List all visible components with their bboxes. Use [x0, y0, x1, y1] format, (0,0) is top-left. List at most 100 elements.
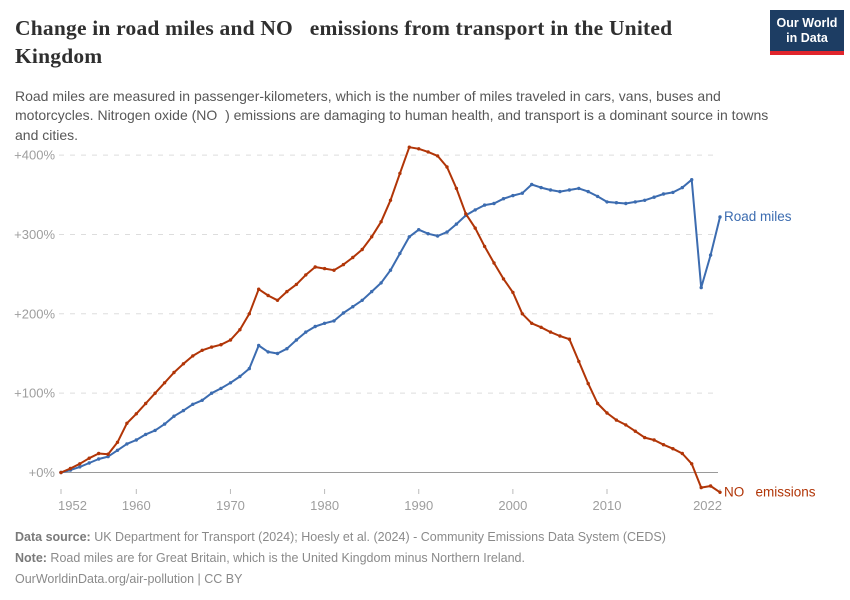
data-point-road-miles[interactable]	[548, 188, 553, 192]
data-point-nox-emissions[interactable]	[652, 438, 656, 442]
data-point-nox-emissions[interactable]	[247, 312, 251, 316]
data-point-nox-emissions[interactable]	[586, 381, 590, 386]
data-point-nox-emissions[interactable]	[313, 265, 317, 269]
data-point-nox-emissions[interactable]	[97, 451, 101, 456]
data-point-road-miles[interactable]	[558, 189, 562, 194]
data-point-nox-emissions[interactable]	[106, 452, 110, 456]
data-point-road-miles[interactable]	[200, 398, 204, 402]
data-point-road-miles[interactable]	[473, 208, 477, 212]
data-point-road-miles[interactable]	[605, 200, 609, 204]
data-point-nox-emissions[interactable]	[671, 447, 675, 451]
series-line-road-miles[interactable]	[60, 178, 721, 474]
data-point-nox-emissions[interactable]	[332, 268, 336, 272]
data-point-nox-emissions[interactable]	[708, 484, 713, 488]
data-point-road-miles[interactable]	[247, 366, 251, 371]
owid-logo[interactable]: Our World in Data	[770, 10, 844, 55]
data-point-nox-emissions[interactable]	[473, 226, 477, 230]
data-point-nox-emissions[interactable]	[398, 171, 402, 176]
data-point-nox-emissions[interactable]	[125, 421, 129, 425]
data-point-road-miles[interactable]	[341, 311, 346, 315]
data-point-road-miles[interactable]	[351, 305, 355, 309]
data-point-nox-emissions[interactable]	[115, 440, 120, 444]
data-point-road-miles[interactable]	[520, 191, 524, 195]
data-point-road-miles[interactable]	[78, 465, 82, 469]
data-point-nox-emissions[interactable]	[558, 334, 562, 338]
data-point-road-miles[interactable]	[97, 457, 101, 461]
data-point-road-miles[interactable]	[454, 222, 459, 226]
data-point-nox-emissions[interactable]	[690, 462, 694, 466]
data-point-nox-emissions[interactable]	[341, 262, 346, 267]
data-point-road-miles[interactable]	[172, 414, 176, 418]
data-point-nox-emissions[interactable]	[360, 247, 364, 252]
data-point-road-miles[interactable]	[228, 381, 233, 385]
data-point-nox-emissions[interactable]	[162, 381, 167, 385]
data-point-nox-emissions[interactable]	[87, 456, 91, 460]
data-point-road-miles[interactable]	[567, 188, 572, 192]
data-point-nox-emissions[interactable]	[68, 466, 73, 471]
data-point-nox-emissions[interactable]	[718, 490, 722, 494]
data-point-nox-emissions[interactable]	[294, 282, 299, 287]
data-point-nox-emissions[interactable]	[257, 287, 261, 291]
data-point-road-miles[interactable]	[407, 235, 411, 239]
data-point-road-miles[interactable]	[388, 268, 393, 272]
data-point-nox-emissions[interactable]	[435, 154, 440, 158]
data-point-nox-emissions[interactable]	[699, 485, 703, 490]
data-point-road-miles[interactable]	[633, 200, 637, 204]
data-point-nox-emissions[interactable]	[191, 354, 195, 358]
data-point-nox-emissions[interactable]	[417, 147, 421, 151]
data-point-road-miles[interactable]	[577, 186, 581, 191]
data-point-nox-emissions[interactable]	[238, 328, 242, 332]
data-point-road-miles[interactable]	[435, 234, 440, 238]
data-point-road-miles[interactable]	[285, 347, 289, 351]
data-point-road-miles[interactable]	[219, 386, 223, 391]
data-point-nox-emissions[interactable]	[643, 435, 647, 440]
data-point-nox-emissions[interactable]	[614, 418, 619, 422]
data-point-road-miles[interactable]	[125, 442, 129, 446]
data-point-road-miles[interactable]	[398, 251, 402, 256]
data-point-road-miles[interactable]	[360, 298, 364, 302]
data-point-road-miles[interactable]	[238, 374, 242, 379]
data-point-nox-emissions[interactable]	[181, 362, 186, 366]
data-point-nox-emissions[interactable]	[266, 293, 270, 298]
data-point-nox-emissions[interactable]	[388, 198, 393, 202]
data-point-nox-emissions[interactable]	[59, 470, 63, 475]
data-point-road-miles[interactable]	[708, 253, 713, 257]
data-point-road-miles[interactable]	[115, 448, 120, 452]
data-point-nox-emissions[interactable]	[501, 277, 506, 281]
data-point-nox-emissions[interactable]	[351, 255, 355, 260]
data-point-road-miles[interactable]	[718, 215, 722, 219]
data-point-road-miles[interactable]	[671, 190, 675, 195]
data-point-road-miles[interactable]	[275, 351, 280, 356]
data-point-road-miles[interactable]	[209, 391, 214, 395]
data-point-nox-emissions[interactable]	[445, 165, 449, 169]
data-point-nox-emissions[interactable]	[605, 411, 609, 415]
data-point-road-miles[interactable]	[643, 198, 647, 202]
data-point-nox-emissions[interactable]	[661, 443, 666, 447]
data-point-nox-emissions[interactable]	[78, 462, 82, 466]
data-point-nox-emissions[interactable]	[680, 451, 684, 456]
data-point-road-miles[interactable]	[690, 178, 694, 182]
series-label-nox-emissions[interactable]: NO emissions	[724, 484, 816, 499]
data-point-road-miles[interactable]	[181, 408, 186, 413]
data-point-road-miles[interactable]	[134, 438, 138, 442]
data-point-nox-emissions[interactable]	[304, 273, 308, 277]
data-point-nox-emissions[interactable]	[322, 266, 327, 271]
data-point-road-miles[interactable]	[370, 289, 374, 294]
data-point-road-miles[interactable]	[257, 343, 261, 348]
data-point-road-miles[interactable]	[652, 195, 656, 199]
data-point-nox-emissions[interactable]	[407, 145, 411, 149]
data-point-road-miles[interactable]	[511, 193, 515, 198]
data-point-road-miles[interactable]	[624, 201, 628, 206]
data-point-nox-emissions[interactable]	[426, 150, 430, 154]
data-point-road-miles[interactable]	[191, 402, 195, 406]
data-point-road-miles[interactable]	[417, 228, 421, 232]
data-point-road-miles[interactable]	[332, 319, 336, 323]
data-point-nox-emissions[interactable]	[595, 401, 600, 406]
data-point-nox-emissions[interactable]	[520, 312, 524, 316]
data-point-road-miles[interactable]	[501, 197, 506, 201]
data-point-road-miles[interactable]	[304, 330, 308, 334]
data-point-road-miles[interactable]	[482, 203, 487, 207]
data-point-road-miles[interactable]	[322, 321, 327, 325]
series-label-road-miles[interactable]: Road miles	[724, 209, 792, 224]
data-point-nox-emissions[interactable]	[548, 330, 553, 334]
